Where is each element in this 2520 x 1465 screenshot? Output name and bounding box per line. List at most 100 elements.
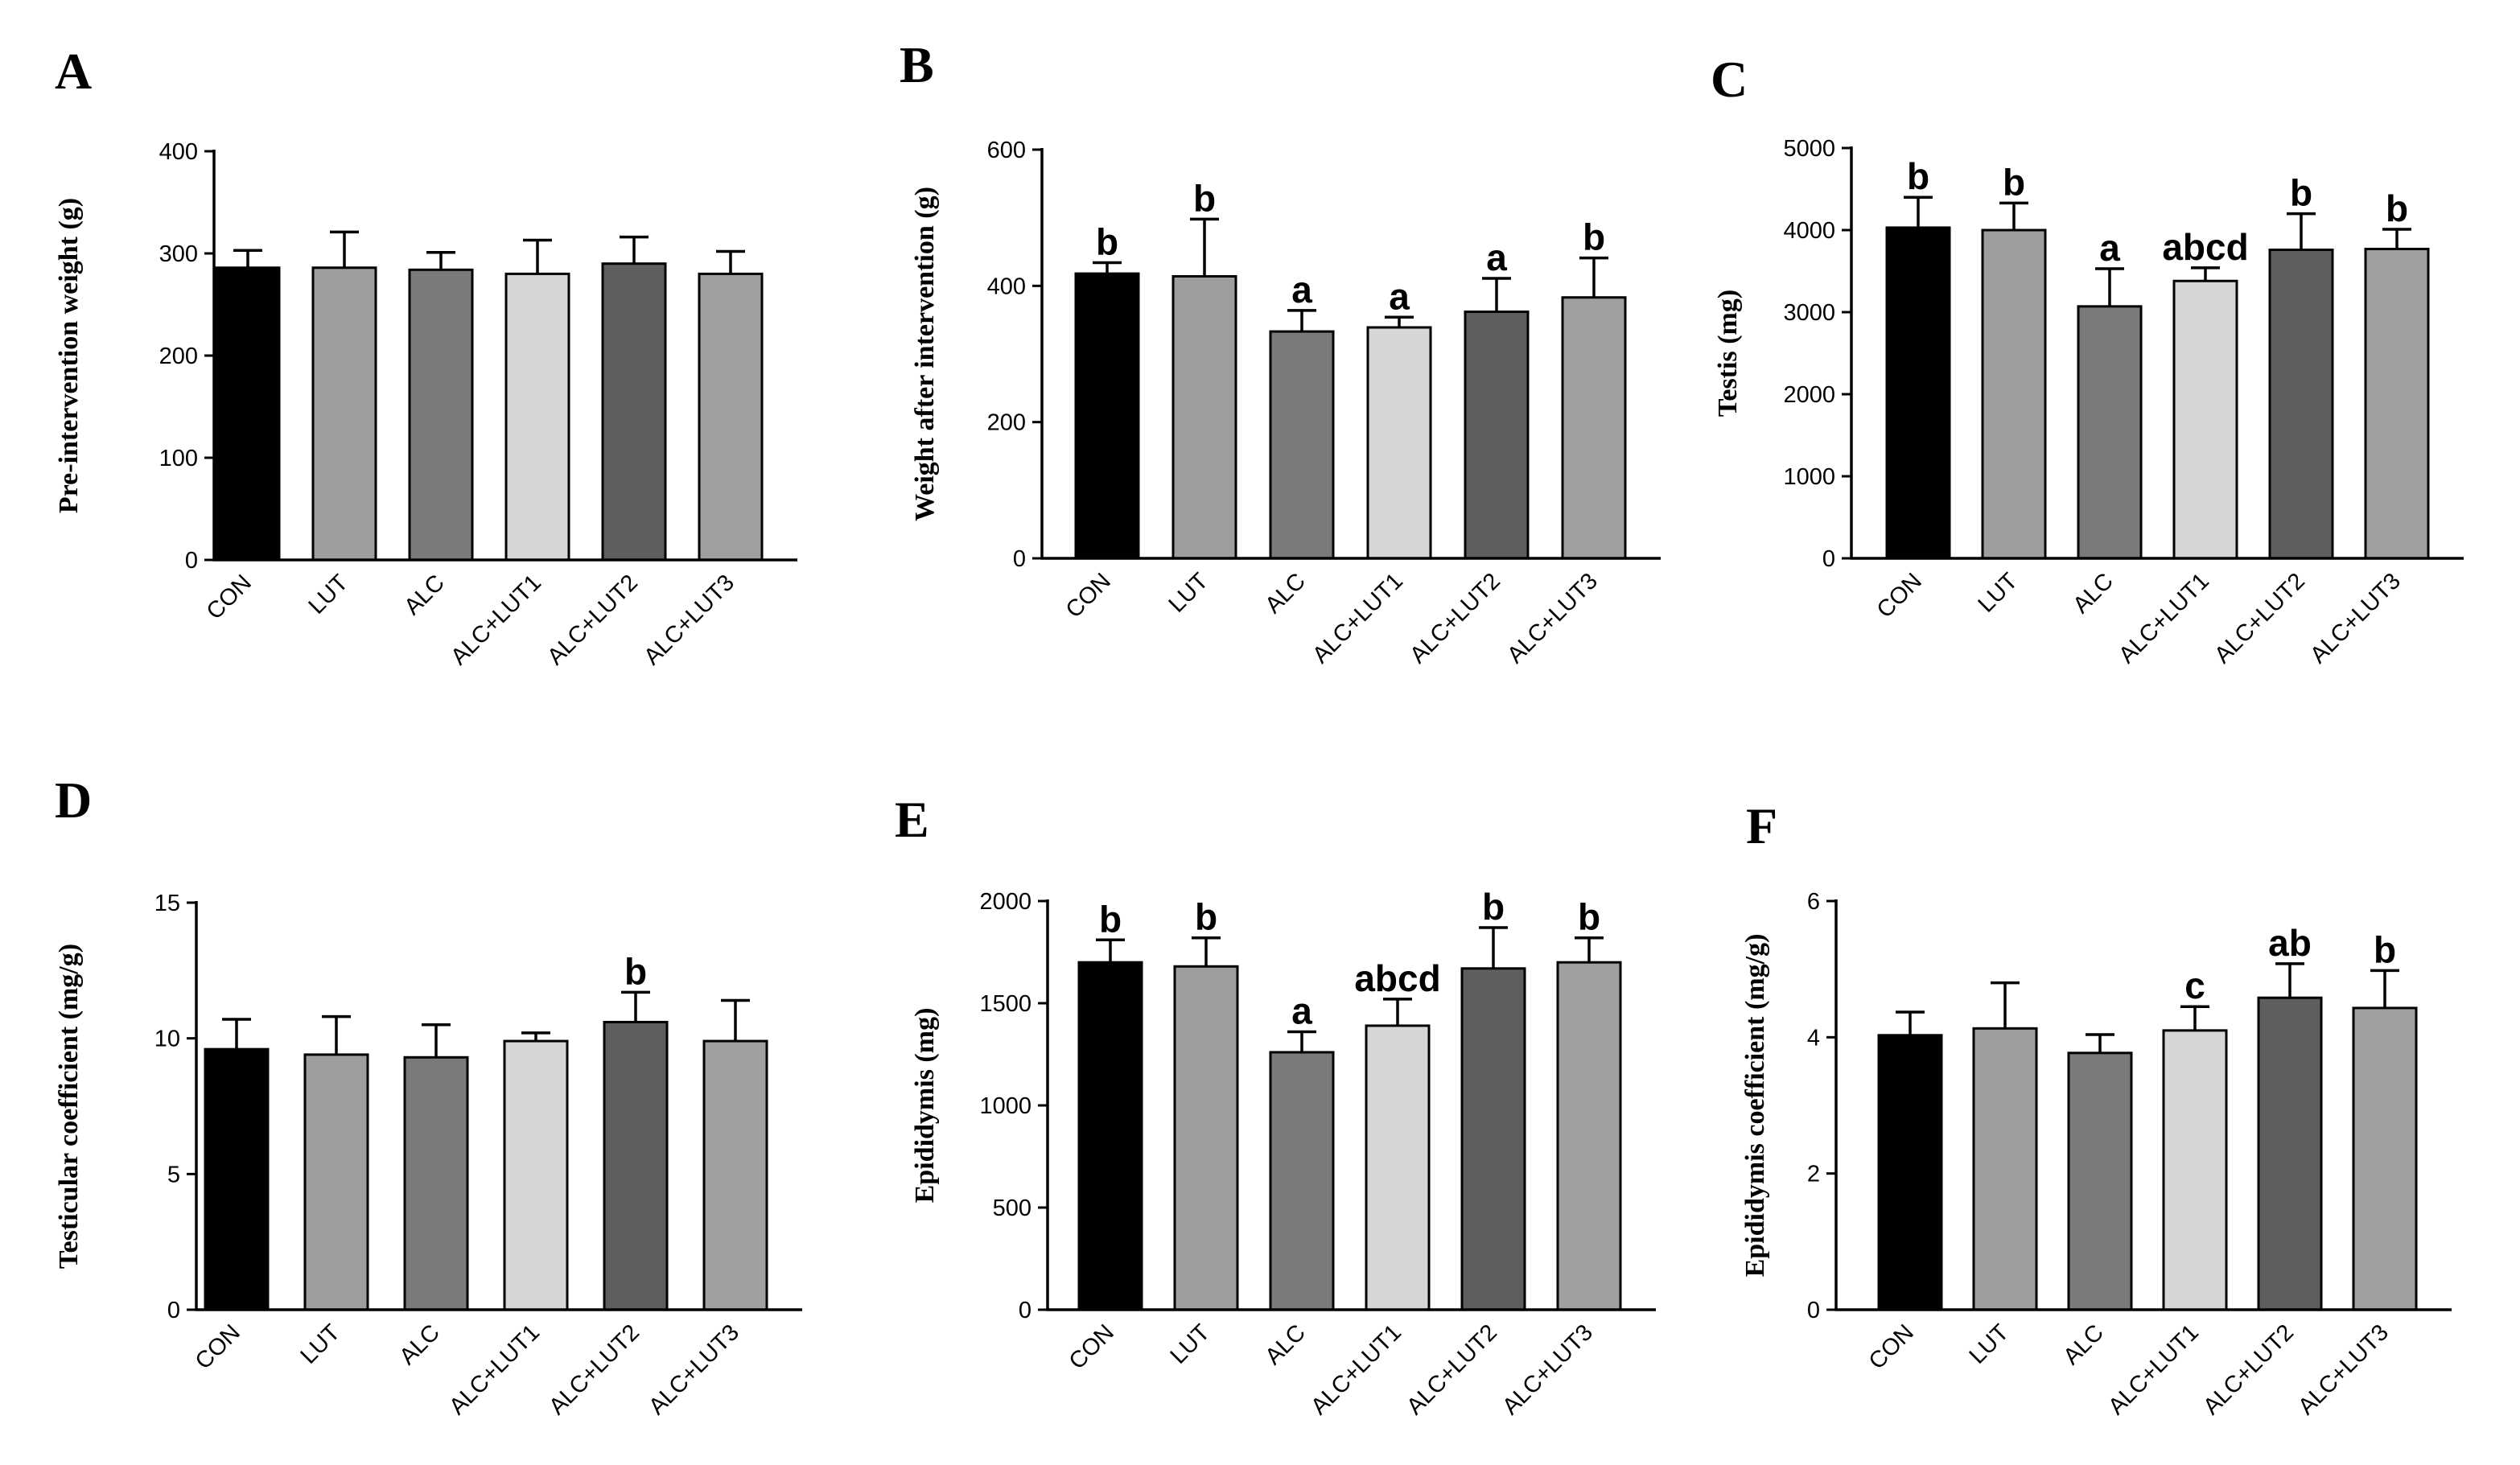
significance-label: b [1907,155,1929,197]
y-tick-label: 0 [1019,1298,1031,1323]
y-tick-label: 1000 [1783,464,1835,490]
bar-alc-lut1 [2162,1029,2228,1311]
x-tick-label: CON [191,1319,245,1374]
y-axis-label: Epididymis (mg) [910,1008,940,1204]
bar-alc [2067,1051,2133,1311]
y-tick-label: 2 [1807,1162,1820,1187]
x-tick-label: ALC+LUT1 [446,570,546,670]
y-axis-label: Epididymis coefficient (mg/g) [1740,934,1770,1278]
significance-label: b [1583,216,1605,258]
bar-con [1885,226,1951,560]
significance-label: b [1096,221,1118,263]
x-tick-label: ALC+LUT2 [2209,568,2310,669]
bar-alc-lut3 [698,272,764,562]
x-tick-label: ALC+LUT3 [1497,1319,1598,1420]
y-tick-label: 1500 [979,991,1031,1017]
bar-alc-lut1 [503,1039,569,1311]
bar-alc-lut3 [1556,961,1622,1311]
x-tick-label: LUT [1974,568,2024,618]
y-tick-label: 200 [159,344,198,369]
bar-alc-lut2 [2257,996,2323,1311]
y-tick-label: 500 [993,1195,1031,1221]
x-tick-label: ALC+LUT2 [1402,1319,1502,1420]
chart-panel-B: B Weight after intervention (g) 0 200 400 600… [900,36,1661,669]
y-tick-label: 5000 [1783,136,1835,162]
y-tick-label: 400 [159,139,198,165]
bar-alc-lut2 [2268,248,2334,560]
bar-alc [408,268,474,562]
significance-label: a [1389,275,1410,317]
y-tick-label: 1000 [979,1093,1031,1119]
y-tick-label: 200 [987,410,1026,436]
x-tick-label: ALC+LUT2 [1405,568,1505,669]
bar-lut [1981,228,2047,560]
y-tick-label: 10 [154,1027,180,1052]
panel-letter: A [55,43,92,100]
y-tick-label: 400 [987,274,1026,299]
bar-alc-lut1 [2172,279,2238,560]
bar-con [1074,272,1140,560]
y-tick-label: 300 [159,241,198,267]
y-axis-label: Testis (mg) [1713,290,1743,417]
x-tick-label: ALC+LUT3 [2305,568,2406,669]
y-tick-label: 15 [154,891,180,916]
x-tick-label: ALC+LUT2 [544,1319,644,1420]
bar-alc-lut2 [1460,967,1526,1311]
bar-alc-lut2 [1464,311,1530,560]
significance-label: b [1193,177,1216,219]
bar-alc [1269,330,1335,560]
significance-label: abcd [2162,226,2248,268]
y-tick-label: 3000 [1783,300,1835,326]
y-axis-label: Testicular coefficient (mg/g) [54,944,84,1269]
chart-panel-A: A Pre-intervention weight (g) 0 100 200 300 40… [54,43,797,670]
x-tick-label: CON [1864,1319,1919,1374]
x-tick-label: ALC [2068,568,2119,619]
bar-alc-lut2 [601,262,667,562]
chart-panel-C: C Testis (mg) 0 1000 2000 3000 4000 5000 b CON b LU… [1711,51,2464,669]
y-tick-label: 2000 [1783,382,1835,408]
x-tick-label: LUT [1164,568,1214,618]
x-tick-label: ALC+LUT1 [2103,1319,2204,1420]
significance-label: b [1482,886,1505,928]
bar-con [215,266,281,562]
significance-label: b [2003,161,2025,203]
x-tick-label: ALC+LUT1 [1306,1319,1406,1420]
y-tick-label: 0 [1822,546,1835,572]
x-tick-label: ALC [399,570,450,620]
bar-alc-lut1 [1365,1024,1431,1311]
y-tick-label: 0 [1013,546,1026,572]
x-tick-label: ALC [1260,568,1311,619]
significance-label: b [624,950,647,992]
chart-panel-E: E Epididymis (mg) 0 500 1000 1500 2000 b CON b LUT… [895,791,1656,1420]
significance-label: b [2290,172,2312,214]
bar-lut [1972,1027,2038,1311]
x-tick-label: CON [1061,568,1116,623]
x-tick-label: ALC+LUT3 [1502,568,1603,669]
bar-alc-lut1 [1366,326,1432,560]
significance-label: b [2386,187,2408,229]
x-tick-label: ALC+LUT3 [2293,1319,2394,1420]
significance-label: a [1291,269,1312,311]
x-tick-label: CON [1064,1319,1119,1374]
bar-alc-lut3 [2364,247,2430,560]
bar-lut [1173,965,1239,1311]
chart-panel-F: F Epididymis coefficient (mg/g) 0 2 4 6 CON LUT… [1740,797,2452,1420]
significance-label: b [2374,928,2396,970]
y-tick-label: 2000 [979,889,1031,915]
significance-label: a [1291,990,1312,1032]
x-tick-label: ALC [2058,1319,2109,1370]
y-tick-label: 6 [1807,889,1820,915]
y-tick-label: 600 [987,138,1026,163]
x-tick-label: ALC+LUT2 [2198,1319,2299,1420]
x-tick-label: CON [202,570,257,624]
x-tick-label: ALC+LUT1 [1307,568,1408,669]
bar-lut [311,266,377,562]
y-tick-label: 4 [1807,1025,1820,1051]
x-tick-label: CON [1872,568,1927,623]
x-tick-label: ALC+LUT3 [644,1319,744,1420]
bar-alc-lut3 [702,1039,768,1311]
significance-label: b [1578,896,1600,938]
y-tick-label: 0 [167,1298,180,1323]
y-tick-label: 100 [159,446,198,471]
